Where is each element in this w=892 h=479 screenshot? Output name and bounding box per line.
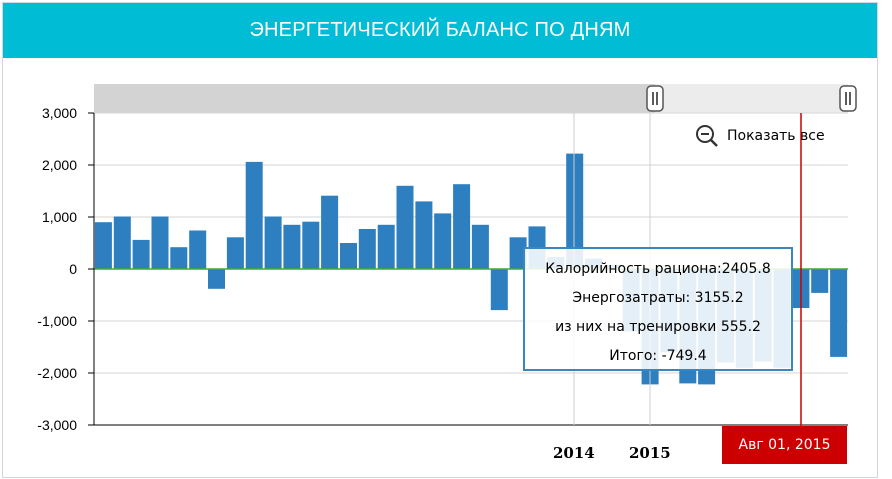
tooltip-total: Итого: -749.4 [609,348,707,364]
y-tick-label: -1,000 [37,313,77,329]
y-tick-label: 2,000 [42,157,77,173]
bar[interactable] [283,224,301,269]
bar[interactable] [471,224,489,269]
y-tick-label: -3,000 [37,417,77,433]
bar[interactable] [208,269,225,289]
year-label-2015: 2015 [629,444,671,462]
bar[interactable] [566,153,584,269]
bar[interactable] [226,237,244,269]
y-axis-ticks: 3,000 2,000 1,000 0 -1,000 -2,000 -3,000 [37,105,94,433]
y-tick-label: -2,000 [37,365,77,381]
bar[interactable] [113,216,131,270]
year-label-2014: 2014 [553,444,595,462]
tooltip-calories-intake: Калорийность рациона:2405.8 [545,261,771,277]
bar[interactable] [321,195,339,269]
bar[interactable] [358,229,376,269]
y-tick-label: 3,000 [42,105,77,121]
show-all-label[interactable]: Показать все [727,128,825,144]
bar[interactable] [415,201,433,269]
y-tick-label: 0 [69,261,77,277]
bar[interactable] [396,185,414,269]
scrollbar-selection[interactable] [655,84,848,113]
cursor-date-label: Авг 01, 2015 [722,426,847,464]
y-tick-label: 1,000 [42,209,77,225]
bar[interactable] [490,269,508,311]
show-all-button[interactable]: Показать все [696,125,825,147]
tooltip-energy-expenditure: Энергозатраты: 3155.2 [572,290,744,306]
bar[interactable] [245,161,263,269]
chart-header: ЭНЕРГЕТИЧЕСКИЙ БАЛАНС ПО ДНЯМ [3,3,877,58]
bar[interactable] [453,184,471,269]
bar[interactable] [509,237,527,269]
bar[interactable] [340,243,357,269]
bar[interactable] [811,269,829,293]
bar[interactable] [132,239,150,269]
scrollbar-left-handle[interactable] [646,85,664,112]
bar[interactable] [830,269,848,357]
bar[interactable] [170,247,188,269]
tooltip-training-expenditure: из них на тренировки 555.2 [555,319,761,335]
bar[interactable] [434,213,452,269]
scrollbar-right-handle[interactable] [839,85,857,112]
tooltip-balloon: Калорийность рациона:2405.8 Энергозатрат… [523,247,793,371]
chart-title: ЭНЕРГЕТИЧЕСКИЙ БАЛАНС ПО ДНЯМ [249,19,631,41]
bar[interactable] [302,221,320,269]
bar[interactable] [94,222,112,269]
bar[interactable] [264,216,282,270]
zoom-out-icon [696,125,718,147]
bar[interactable] [151,216,169,270]
bar[interactable] [189,230,207,270]
bar[interactable] [377,224,395,269]
